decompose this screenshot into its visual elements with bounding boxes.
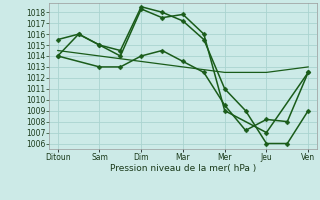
X-axis label: Pression niveau de la mer( hPa ): Pression niveau de la mer( hPa ) xyxy=(110,164,256,173)
